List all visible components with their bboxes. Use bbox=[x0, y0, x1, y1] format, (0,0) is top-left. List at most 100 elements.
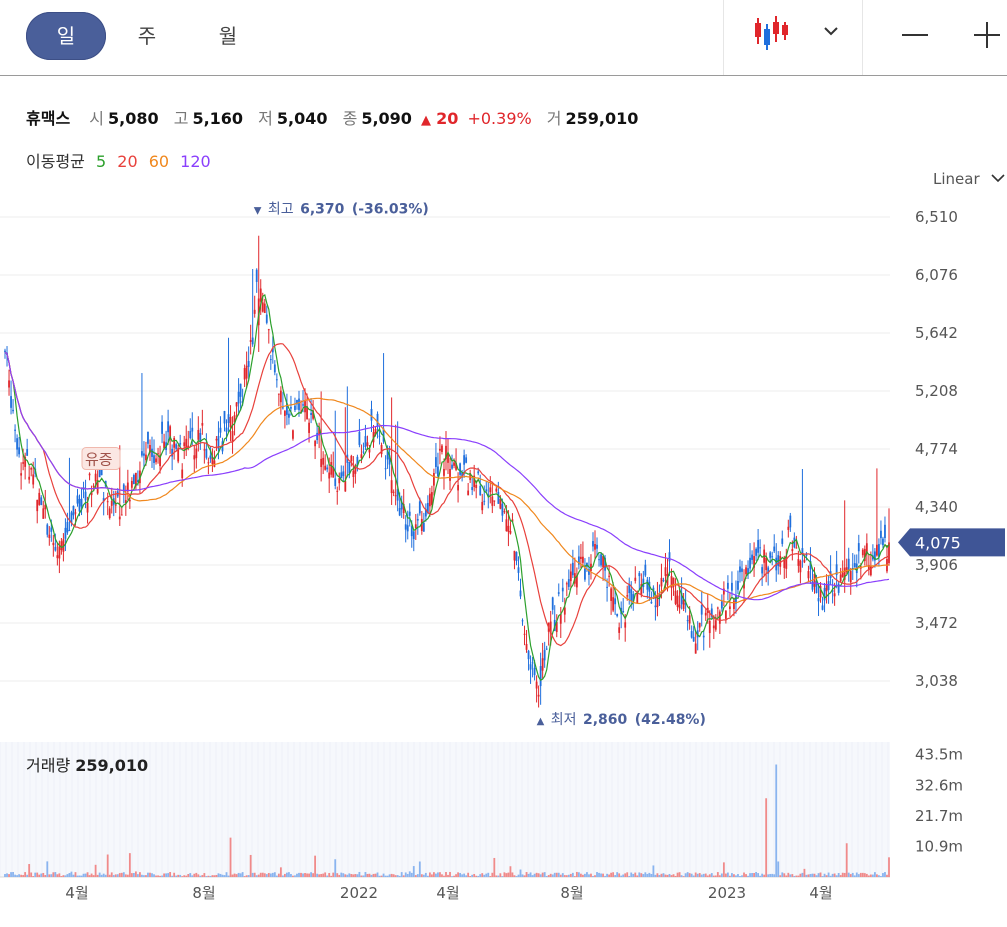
volume-bar bbox=[384, 875, 387, 877]
volume-bar bbox=[497, 875, 500, 877]
candle-body bbox=[96, 480, 99, 494]
volume-bar bbox=[765, 798, 768, 877]
candle-body bbox=[793, 537, 796, 548]
candle-body bbox=[441, 445, 443, 452]
volume-bar bbox=[614, 875, 617, 877]
volume-bar bbox=[628, 875, 631, 877]
candle-body bbox=[561, 587, 564, 592]
volume-bar bbox=[650, 873, 653, 877]
candle-body bbox=[545, 648, 548, 650]
volume-bar bbox=[489, 876, 492, 877]
volume-bar bbox=[638, 872, 641, 877]
volume-bar bbox=[386, 875, 389, 877]
candle-body bbox=[84, 491, 87, 501]
volume-bar bbox=[545, 875, 548, 877]
candle-body bbox=[853, 563, 856, 568]
volume-bar bbox=[50, 874, 53, 877]
ma-line-ma5 bbox=[4, 294, 890, 681]
price-chart[interactable]: 6,510 6,076 5,642 5,208 4,774 4,340 3,906 3,472… bbox=[0, 195, 1007, 927]
volume-bar bbox=[813, 873, 816, 877]
candle-body bbox=[563, 607, 566, 615]
volume-bar bbox=[849, 874, 852, 877]
volume-bar bbox=[145, 875, 147, 877]
current-price-tag: 4,075 bbox=[898, 528, 1005, 557]
volume-bar bbox=[191, 875, 194, 877]
volume-bar bbox=[263, 873, 266, 877]
volume-bar bbox=[60, 876, 63, 877]
volume-bar bbox=[722, 862, 725, 877]
volume-bar bbox=[531, 875, 534, 877]
ma120-legend[interactable]: 120 bbox=[180, 152, 211, 171]
candle-body bbox=[211, 457, 214, 464]
volume-bar bbox=[54, 872, 57, 877]
volume-bar bbox=[408, 871, 411, 877]
candle-body bbox=[479, 485, 482, 496]
volume-bar bbox=[477, 875, 480, 877]
scale-selector[interactable]: Linear bbox=[933, 170, 1006, 188]
volume-bar bbox=[420, 874, 423, 877]
candle-body bbox=[316, 432, 319, 441]
candle-body bbox=[640, 584, 643, 596]
volume-bar bbox=[314, 855, 317, 877]
tab-week[interactable]: 주 bbox=[137, 24, 157, 48]
candle-body bbox=[509, 530, 512, 534]
volume-bar bbox=[221, 874, 224, 877]
volume-bar bbox=[833, 873, 836, 877]
candle-body bbox=[40, 497, 43, 506]
volume-bar bbox=[471, 874, 474, 877]
candlestick-icon[interactable] bbox=[752, 14, 792, 54]
candle-body bbox=[128, 499, 131, 502]
candle-body bbox=[342, 471, 345, 477]
volume-bar bbox=[195, 872, 198, 877]
volume-bar bbox=[533, 873, 536, 877]
candle-body bbox=[354, 465, 357, 474]
chevron-down-icon[interactable] bbox=[822, 22, 840, 40]
volume-bar bbox=[4, 874, 6, 877]
candle-body bbox=[408, 511, 411, 516]
volume-bar bbox=[352, 874, 355, 877]
volume-tick-label: 10.9m bbox=[915, 837, 963, 855]
candle-body bbox=[839, 574, 842, 582]
change-percent: +0.39% bbox=[467, 109, 532, 128]
zoom-out-icon[interactable] bbox=[900, 22, 930, 48]
volume-bar bbox=[493, 857, 496, 877]
zoom-in-icon[interactable] bbox=[972, 20, 1002, 50]
candle-body bbox=[269, 359, 272, 361]
volume-bar bbox=[571, 872, 574, 877]
volume-bar bbox=[364, 872, 367, 877]
candle-body bbox=[281, 407, 284, 409]
volume-bar bbox=[863, 873, 866, 877]
candle-body bbox=[610, 588, 613, 601]
volume-bar bbox=[122, 872, 125, 877]
tab-day[interactable]: 일 bbox=[26, 12, 106, 60]
volume-bar bbox=[26, 874, 29, 877]
time-tick-label: 4월 bbox=[65, 884, 88, 902]
candle-body bbox=[124, 500, 127, 504]
candle-body bbox=[153, 455, 155, 463]
volume-bar bbox=[404, 872, 407, 877]
moving-average-legend: 이동평균 5 20 60 120 bbox=[26, 148, 217, 172]
candle-body bbox=[644, 564, 647, 576]
volume-bar bbox=[582, 874, 584, 877]
candle-body bbox=[290, 407, 292, 409]
volume-bar bbox=[225, 872, 228, 877]
ma20-legend[interactable]: 20 bbox=[117, 152, 138, 171]
ma-line-ma20 bbox=[4, 343, 890, 647]
volume-bar bbox=[439, 872, 441, 877]
volume-bar bbox=[416, 874, 419, 877]
volume-bar bbox=[400, 872, 403, 877]
candle-body bbox=[330, 462, 333, 475]
ma5-legend[interactable]: 5 bbox=[95, 152, 107, 171]
candle-body bbox=[467, 490, 470, 496]
volume-bar bbox=[340, 872, 343, 877]
volume-bar bbox=[332, 872, 335, 877]
event-badge[interactable]: 유증 bbox=[81, 447, 121, 471]
volume-bar bbox=[358, 871, 361, 877]
volume-bar bbox=[513, 875, 516, 877]
candle-body bbox=[614, 598, 617, 605]
ma60-legend[interactable]: 60 bbox=[148, 152, 170, 171]
candle-body bbox=[729, 606, 731, 610]
tab-month[interactable]: 월 bbox=[218, 24, 238, 48]
moving-average-lines bbox=[4, 294, 890, 681]
candle-body bbox=[843, 567, 846, 580]
